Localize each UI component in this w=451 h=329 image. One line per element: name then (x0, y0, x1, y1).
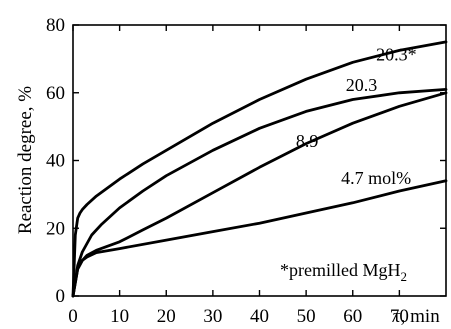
x-tick-label: 50 (297, 306, 316, 327)
plot-frame (72, 24, 447, 297)
premilled-note: *premilled MgH2 (280, 260, 407, 284)
series-label: 4.7 mol% (341, 168, 411, 188)
y-tick-label: 20 (46, 218, 65, 239)
x-tick-label: 20 (157, 306, 176, 327)
y-axis-label: Reaction degree, % (15, 86, 36, 234)
y-tick-label: 80 (46, 15, 65, 36)
x-axis-label: τ, min (393, 306, 440, 327)
series-labels: 20.3* 20.3 8.9 4.7 mol% (296, 45, 417, 189)
x-tick-label: 70 (390, 306, 409, 327)
series-lines (71, 40, 448, 298)
note-text: *premilled MgH (280, 260, 400, 280)
y-tick-label: 60 (46, 83, 65, 104)
series-label: 20.3 (346, 75, 378, 95)
series-label: 20.3* (376, 45, 417, 65)
y-tick-label: 0 (56, 286, 66, 307)
x-tick-label: 10 (110, 306, 129, 327)
axis-ticks: 0 10 20 30 40 50 60 70 0 20 40 60 80 (46, 15, 446, 327)
series-label: 8.9 (296, 131, 319, 151)
x-tick-label: 60 (343, 306, 362, 327)
note-subscript: 2 (400, 269, 407, 284)
y-tick-label: 40 (46, 151, 65, 172)
series-line (71, 40, 448, 298)
x-tick-label: 30 (203, 306, 222, 327)
x-tick-label: 40 (250, 306, 269, 327)
x-tick-label: 0 (68, 306, 78, 327)
series-line (71, 88, 448, 298)
series-line (71, 179, 448, 298)
